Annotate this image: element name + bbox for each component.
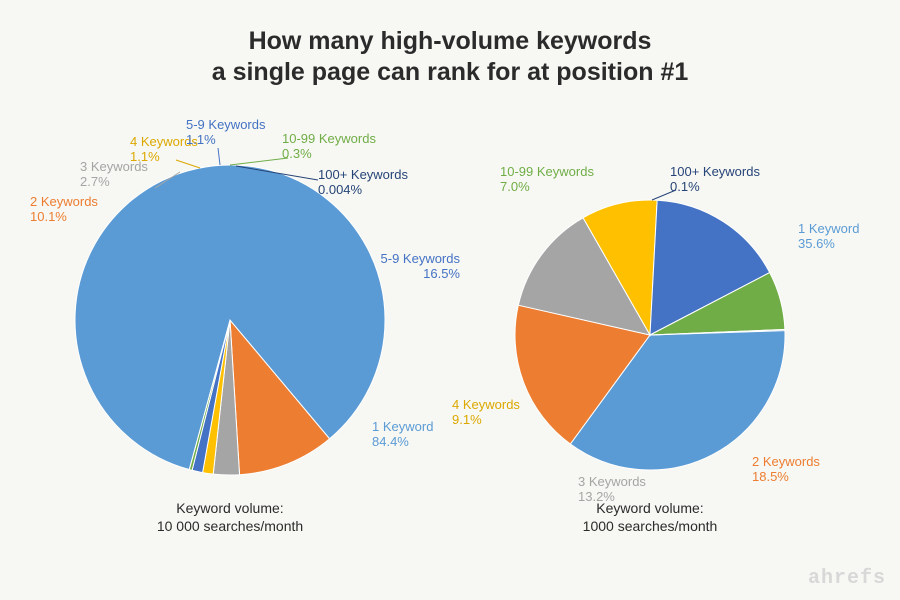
- slice-pct: 1.1%: [130, 150, 198, 165]
- slice-name: 1 Keyword: [372, 420, 433, 435]
- watermark-logo: ahrefs: [808, 567, 886, 590]
- slice-pct: 1.1%: [186, 133, 265, 148]
- slice-name: 3 Keywords: [578, 475, 646, 490]
- slice-name: 5-9 Keywords: [381, 252, 460, 267]
- slice-pct: 0.1%: [670, 180, 760, 195]
- page-title: How many high-volume keywords a single p…: [0, 26, 900, 89]
- slice-name: 2 Keywords: [30, 195, 98, 210]
- slice-label-kw1099: 10-99 Keywords7.0%: [500, 165, 594, 195]
- slice-pct: 2.7%: [80, 175, 148, 190]
- slice-pct: 35.6%: [798, 237, 859, 252]
- slice-label-kw4: 4 Keywords9.1%: [452, 398, 520, 428]
- slice-name: 1 Keyword: [798, 222, 859, 237]
- caption-right: Keyword volume: 1000 searches/month: [583, 500, 718, 535]
- watermark-text: ahrefs: [808, 567, 886, 590]
- slice-label-kw2: 2 Keywords18.5%: [752, 455, 820, 485]
- slice-name: 10-99 Keywords: [500, 165, 594, 180]
- caption-left-line-1: Keyword volume:: [176, 500, 283, 516]
- slice-label-kw2: 2 Keywords10.1%: [30, 195, 98, 225]
- slice-label-kw1: 1 Keyword84.4%: [372, 420, 433, 450]
- caption-left-line-2: 10 000 searches/month: [157, 518, 303, 534]
- chart-background: [0, 0, 900, 600]
- caption-left: Keyword volume: 10 000 searches/month: [157, 500, 303, 535]
- slice-name: 2 Keywords: [752, 455, 820, 470]
- slice-pct: 10.1%: [30, 210, 98, 225]
- slice-label-kw1: 1 Keyword35.6%: [798, 222, 859, 252]
- slice-name: 100+ Keywords: [670, 165, 760, 180]
- slice-name: 5-9 Keywords: [186, 118, 265, 133]
- slice-pct: 84.4%: [372, 435, 433, 450]
- title-line-1: How many high-volume keywords: [249, 27, 652, 55]
- slice-name: 100+ Keywords: [318, 168, 408, 183]
- slice-pct: 0.004%: [318, 183, 408, 198]
- slice-pct: 18.5%: [752, 470, 820, 485]
- slice-pct: 16.5%: [381, 267, 460, 282]
- slice-label-kw59: 5-9 Keywords1.1%: [186, 118, 265, 148]
- slice-pct: 0.3%: [282, 147, 376, 162]
- slice-name: 4 Keywords: [452, 398, 520, 413]
- slice-label-kw100: 100+ Keywords0.004%: [318, 168, 408, 198]
- slice-pct: 13.2%: [578, 490, 646, 505]
- caption-right-line-2: 1000 searches/month: [583, 518, 718, 534]
- title-line-2: a single page can rank for at position #…: [212, 58, 689, 86]
- slice-pct: 9.1%: [452, 413, 520, 428]
- slice-pct: 7.0%: [500, 180, 594, 195]
- slice-label-kw100: 100+ Keywords0.1%: [670, 165, 760, 195]
- slice-label-kw3: 3 Keywords13.2%: [578, 475, 646, 505]
- slice-label-kw1099: 10-99 Keywords0.3%: [282, 132, 376, 162]
- slice-name: 10-99 Keywords: [282, 132, 376, 147]
- slice-label-kw59: 5-9 Keywords16.5%: [381, 252, 460, 282]
